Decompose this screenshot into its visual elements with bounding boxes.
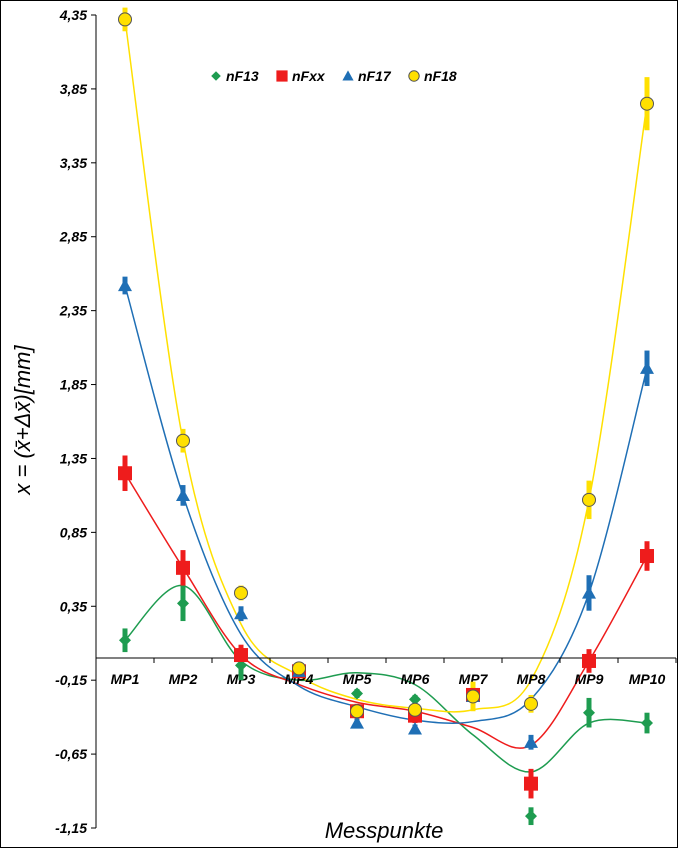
- data-point-nF17: [350, 716, 364, 729]
- data-point-nF17: [640, 361, 654, 374]
- trend-line-nFxx: [124, 472, 648, 749]
- x-tick-label: MP5: [343, 671, 372, 687]
- legend-marker-nF17: [342, 70, 354, 81]
- data-point-nF17: [582, 585, 596, 599]
- data-point-nF17: [118, 278, 132, 292]
- y-tick-label: 1,35: [60, 450, 87, 466]
- data-point-nF13: [235, 659, 247, 672]
- data-point-nFxx: [234, 648, 248, 663]
- y-tick-label: 1,85: [60, 377, 87, 393]
- y-tick-label: 3,85: [60, 81, 87, 97]
- legend-label-nF17: nF17: [358, 68, 392, 84]
- y-tick-label: 3,35: [60, 155, 87, 171]
- x-tick-label: MP7: [459, 671, 489, 687]
- data-point-nF13: [351, 687, 363, 700]
- data-marks: [118, 7, 654, 826]
- data-point-nF18: [640, 96, 654, 111]
- x-tick-label: MP9: [575, 671, 604, 687]
- data-point-nF18: [234, 585, 248, 600]
- y-tick-label: -0,15: [55, 672, 87, 688]
- x-tick-label: MP10: [629, 671, 666, 687]
- x-tick-label: MP1: [111, 671, 140, 687]
- y-tick-label: 4,35: [59, 7, 87, 23]
- y-tick-label: -1,15: [55, 820, 87, 836]
- data-point-nF18: [408, 702, 422, 717]
- data-point-nF13: [177, 597, 189, 610]
- x-tick-label: MP6: [401, 671, 430, 687]
- y-tick-label: 2,35: [59, 303, 87, 319]
- data-point-nFxx: [118, 466, 132, 481]
- x-tick-label: MP4: [285, 671, 314, 687]
- trend-line-nF13: [124, 584, 648, 773]
- data-point-nF18: [350, 704, 364, 719]
- legend-marker-nF18: [408, 70, 420, 82]
- data-point-nF17: [524, 735, 538, 748]
- data-point-nFxx: [176, 560, 190, 575]
- data-point-nF13: [583, 706, 595, 719]
- y-tick-label: 2,85: [59, 229, 87, 245]
- legend-label-nFxx: nFxx: [292, 68, 326, 84]
- axes: 4,35 3,85 3,35 2,85 2,35 1,85 1,35 0,85 0,35 -0,1…: [55, 7, 677, 836]
- trend-line-nF18: [124, 19, 648, 713]
- x-tick-label: MP2: [169, 671, 198, 687]
- y-tick-label: 0,85: [60, 524, 87, 540]
- data-point-nF18: [524, 696, 538, 711]
- data-point-nF17: [176, 488, 190, 502]
- data-point-nF13: [119, 634, 131, 647]
- legend: nF13 nFxx nF17 nF18: [211, 68, 457, 84]
- legend-label-nF18: nF18: [424, 68, 457, 84]
- data-point-nF13: [641, 717, 653, 730]
- data-point-nF18: [176, 433, 190, 448]
- x-axis-title: Messpunkte: [325, 818, 444, 843]
- legend-marker-nFxx: [276, 70, 288, 82]
- data-point-nFxx: [582, 653, 596, 668]
- y-tick-label: 0,35: [60, 598, 87, 614]
- data-point-nF18: [118, 12, 132, 27]
- data-point-nF13: [525, 810, 537, 823]
- data-point-nFxx: [640, 549, 654, 564]
- data-point-nF13: [409, 693, 421, 706]
- x-tick-label: MP8: [517, 671, 546, 687]
- data-point-nFxx: [524, 776, 538, 791]
- y-tick-label: -0,65: [55, 746, 87, 762]
- data-point-nF18: [292, 661, 306, 676]
- legend-marker-nF13: [211, 71, 221, 81]
- data-point-nF18: [466, 689, 480, 704]
- data-point-nF17: [408, 721, 422, 735]
- y-axis-title: x = (x̄+Δx̄)[mm]: [10, 345, 35, 496]
- legend-label-nF13: nF13: [226, 68, 259, 84]
- data-point-nF17: [234, 606, 248, 620]
- data-point-nF18: [582, 492, 596, 507]
